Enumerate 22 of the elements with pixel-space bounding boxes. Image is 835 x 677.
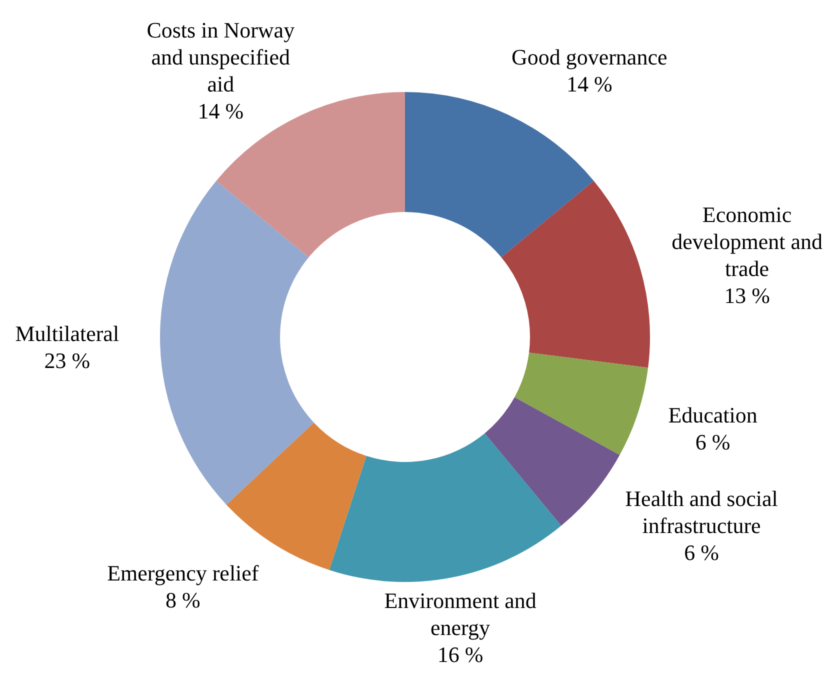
slice-label: Emergency relief — [107, 560, 260, 586]
donut-slice — [329, 433, 562, 582]
donut-slice — [514, 352, 648, 456]
data-label: 14 % — [566, 71, 612, 96]
donut-slice — [501, 180, 650, 368]
data-label: 23 % — [44, 347, 90, 372]
slice-label: Economic development and trade — [672, 202, 822, 281]
slice-label: Multilateral — [15, 320, 120, 346]
slice-label: Education — [668, 402, 758, 428]
slice-label: Environment and energy — [384, 587, 536, 640]
donut-slice — [405, 92, 594, 258]
data-label: 16 % — [437, 641, 484, 666]
slice-label: Good governance — [511, 44, 668, 70]
slice-label: Costs in Norway and unspecified aid — [146, 17, 295, 96]
slice-label: Health and social infrastructure — [625, 486, 778, 538]
donut-slice — [160, 180, 314, 505]
data-label: 13 % — [724, 282, 770, 308]
data-label: 8 % — [166, 587, 200, 612]
data-label: 6 % — [695, 429, 730, 454]
donut-slice — [484, 397, 620, 526]
data-label: 14 % — [198, 98, 244, 124]
data-label: 6 % — [684, 540, 719, 565]
